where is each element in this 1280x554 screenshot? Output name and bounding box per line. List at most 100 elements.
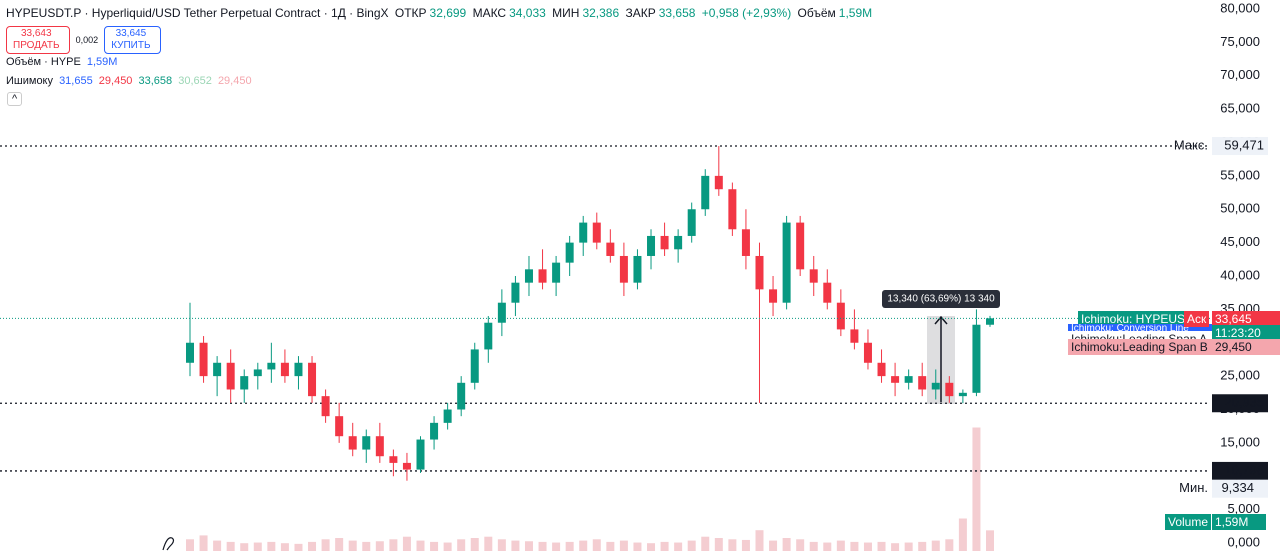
candle-body [755, 255, 764, 290]
volume-bar [918, 541, 927, 551]
volume-bar [674, 542, 683, 551]
volume-label: Объём [797, 6, 836, 20]
volume-bar [850, 541, 859, 551]
sell-price: 33,643 [20, 28, 52, 39]
logo [162, 537, 175, 551]
volume-bar [443, 542, 452, 551]
volume-bar [524, 541, 533, 551]
level-box [1212, 394, 1268, 413]
candle-body [375, 436, 384, 457]
candle-body [294, 362, 303, 377]
candle-body [796, 222, 805, 270]
y-tick-label: 45,000 [1220, 234, 1260, 249]
volume-bar [592, 539, 601, 551]
sell-button[interactable]: 33,643 ПРОДАТЬ [6, 26, 70, 54]
ohlc-label: ОТКР [394, 6, 427, 20]
ohlc-label: МАКС [472, 6, 507, 20]
candle-body [701, 175, 710, 210]
volume-bar [769, 540, 778, 551]
volume-bar [863, 542, 872, 551]
volume-bar [470, 538, 479, 551]
min-box [1212, 479, 1268, 498]
measure-label: 13,340 (63,69%) 13 340 [887, 294, 995, 305]
candle-body [497, 302, 506, 323]
ichimoku-value: 30,652 [178, 75, 212, 87]
ichimoku-value: 29,450 [98, 75, 133, 87]
volume-bar [755, 530, 764, 551]
candle-body [986, 318, 994, 325]
volume-bar [565, 541, 574, 551]
candle-body [972, 324, 981, 393]
volume-bar [430, 541, 439, 551]
candle-body [904, 376, 913, 383]
volume-bar [416, 540, 425, 551]
candle-body [348, 436, 357, 450]
ask-label: Аск [1184, 311, 1210, 327]
candle-body [809, 269, 818, 283]
buy-button[interactable]: 33,645 КУПИТЬ [104, 26, 161, 54]
volume-bar [877, 541, 886, 551]
collapse-button[interactable]: ^ [7, 92, 23, 106]
volume-bar [619, 540, 628, 551]
candle-body [226, 362, 235, 390]
volume-bar [972, 427, 981, 551]
candle-body [782, 222, 791, 303]
ichimoku-legend: Ишимоку 31,655 29,450 33,658 30,652 29,4… [6, 75, 255, 87]
ask-time: 11:23:20 [1212, 325, 1280, 341]
candle-body [389, 456, 398, 463]
candle-body [606, 242, 615, 256]
candle-body [199, 342, 208, 377]
sell-label: ПРОДАТЬ [13, 40, 60, 51]
candle-body [714, 175, 723, 190]
level-tag: Макс. [1174, 137, 1208, 152]
candle-body [728, 189, 737, 230]
candle-body [402, 462, 411, 470]
volume-tag: Volume [1165, 514, 1212, 530]
volume-bar [226, 541, 235, 551]
volume-bar [402, 536, 411, 551]
volume-bar [362, 541, 371, 551]
volume-bar [186, 539, 194, 551]
volume-tag-value: 1,59M [1212, 514, 1266, 530]
ichimoku-value: 31,655 [59, 75, 93, 87]
volume-bar [606, 541, 615, 551]
ohlc-value: 33,658 [658, 6, 696, 20]
volume-bar [986, 530, 994, 551]
candle-body [687, 209, 696, 236]
candle-body [511, 282, 520, 303]
ohlc-value: 32,386 [582, 6, 620, 20]
y-tick-label: 5,000 [1227, 501, 1260, 516]
volume-legend: Объём · HYPE 1,59M [6, 56, 120, 68]
candle-body [958, 392, 967, 397]
ohlc-label: МИН [552, 6, 580, 20]
volume-bar [796, 539, 805, 551]
candle-body [619, 255, 628, 283]
candle-body [213, 362, 222, 377]
ohlc-value: 34,033 [509, 6, 546, 20]
volume-legend-value: 1,59M [86, 56, 118, 68]
ask-value: 33,645 [1212, 311, 1280, 327]
volume-bar [728, 539, 737, 551]
candle-body [321, 396, 330, 417]
candle-body [240, 376, 249, 390]
y-tick-label: 40,000 [1220, 267, 1260, 282]
volume-bar [931, 540, 940, 551]
level-box [1212, 137, 1268, 156]
volume-bar [280, 543, 289, 551]
level-label: 20,935 [1224, 395, 1264, 410]
volume-bar [945, 539, 954, 551]
change: +0,958 (+2,93%) [701, 6, 792, 20]
candle-body [280, 362, 289, 377]
candle-body [524, 269, 533, 283]
y-tick-label: 65,000 [1220, 101, 1260, 116]
volume-bar [904, 542, 913, 551]
candle-body [335, 416, 344, 437]
candle-body [565, 242, 574, 263]
volume-bar [633, 542, 642, 551]
volume-bar [294, 543, 303, 551]
volume-bar [389, 539, 398, 551]
ichimoku-tag: Ichimoku:Leading Span B [1068, 339, 1214, 355]
volume-bar [253, 542, 262, 551]
candle-body [538, 269, 547, 283]
